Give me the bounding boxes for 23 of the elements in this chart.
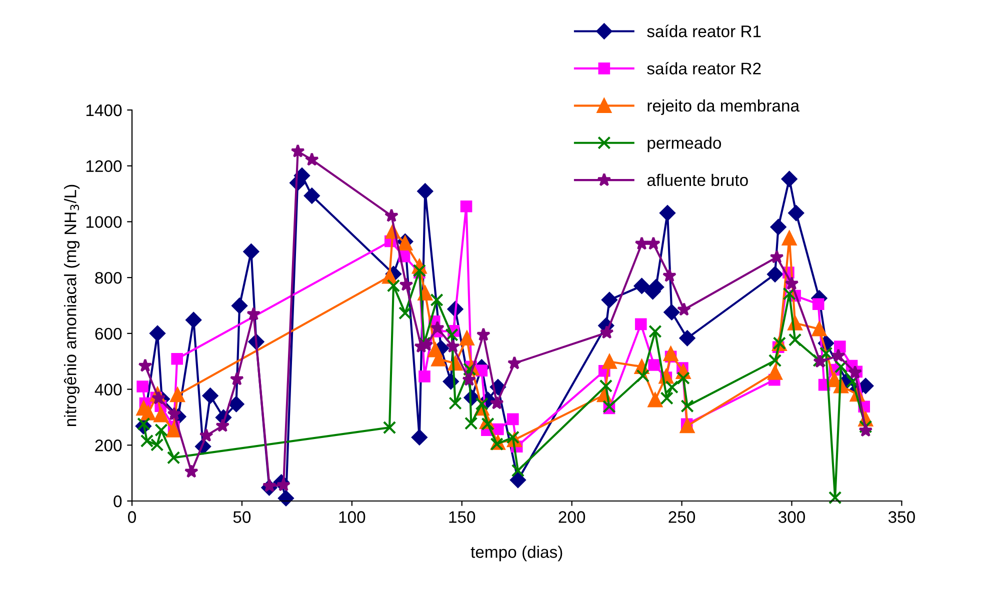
y-tick-label: 0 xyxy=(114,495,122,508)
legend-label: afluente bruto xyxy=(647,174,748,186)
legend-label: saída reator R2 xyxy=(647,62,761,74)
x-tick-label: 250 xyxy=(668,511,696,523)
y-tick-label: 400 xyxy=(94,384,122,396)
y-tick-label: 1000 xyxy=(86,216,122,228)
x-tick-label: 0 xyxy=(128,511,136,523)
x-tick-label: 50 xyxy=(233,511,251,523)
y-tick-label: 1400 xyxy=(86,104,122,116)
y-tick-label: 600 xyxy=(95,328,122,340)
legend-label: permeado xyxy=(648,136,722,152)
x-tick-label: 100 xyxy=(339,511,366,523)
x-tick-label: 300 xyxy=(778,511,805,523)
x-axis-title: tempo (dias) xyxy=(470,546,562,562)
y-axis-title: nitrogênio amoniacal (mg NH$_{3}$/L) xyxy=(64,184,80,426)
x-tick-label: 150 xyxy=(449,511,476,523)
x-tick-label: 350 xyxy=(888,511,915,523)
legend-label: rejeito da membrana xyxy=(648,99,800,115)
x-tick-label: 200 xyxy=(558,511,586,523)
y-tick-label: 200 xyxy=(95,440,122,452)
y-tick-label: 1200 xyxy=(86,160,122,172)
y-tick-label: 800 xyxy=(95,272,122,284)
legend-label: saída reator R1 xyxy=(647,24,761,38)
